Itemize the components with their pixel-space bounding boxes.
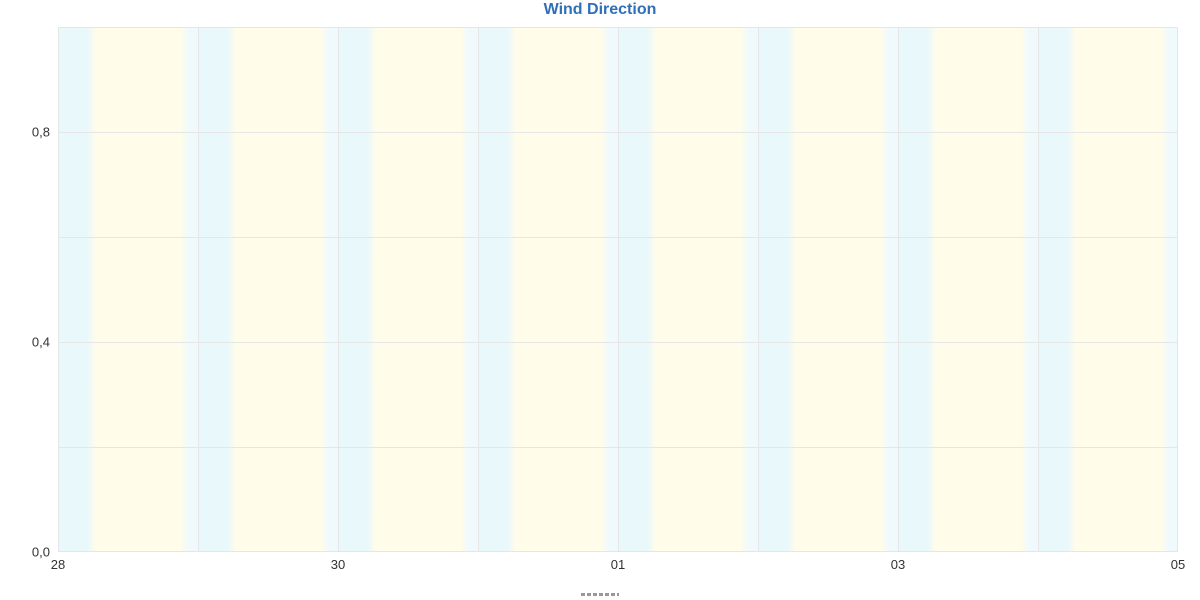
vertical-gridline: [1177, 27, 1178, 552]
plot-area: [58, 27, 1178, 552]
day-night-band: [58, 27, 198, 552]
x-axis-tick-label: 01: [610, 557, 626, 572]
vertical-gridline: [58, 27, 59, 552]
vertical-gridline: [198, 27, 199, 552]
y-axis-labels: 0,0 0,4 0,8: [0, 27, 50, 560]
day-night-band: [618, 27, 758, 552]
horizontal-gridline: [58, 551, 1178, 552]
x-axis-tick-label: 03: [890, 557, 906, 572]
x-axis-tick-label: 05: [1170, 557, 1186, 572]
vertical-gridline: [758, 27, 759, 552]
y-axis-tick-label: 0,8: [31, 124, 50, 140]
vertical-gridline: [1038, 27, 1039, 552]
horizontal-gridline: [58, 342, 1178, 343]
vertical-gridline: [478, 27, 479, 552]
legend[interactable]: [581, 593, 619, 596]
horizontal-gridline: [58, 237, 1178, 238]
x-axis-tick-label: 30: [330, 557, 346, 572]
horizontal-gridline: [58, 27, 1178, 28]
day-night-band: [898, 27, 1038, 552]
horizontal-gridline: [58, 447, 1178, 448]
gridlines: [58, 27, 1178, 552]
horizontal-gridline: [58, 132, 1178, 133]
day-night-band: [758, 27, 898, 552]
x-axis-labels: 28 30 01 03 05: [51, 557, 1185, 575]
x-axis-tick-label: 28: [50, 557, 66, 572]
legend-dashed-line-icon: [581, 593, 619, 596]
vertical-gridline: [618, 27, 619, 552]
vertical-gridline: [898, 27, 899, 552]
day-night-bands: [58, 27, 1178, 552]
y-axis-tick-label: 0,4: [31, 334, 50, 350]
day-night-band: [198, 27, 338, 552]
vertical-gridline: [338, 27, 339, 552]
day-night-band: [1038, 27, 1178, 552]
day-night-band: [478, 27, 618, 552]
y-axis-tick-label: 0,0: [31, 544, 50, 560]
chart-title: Wind Direction: [543, 1, 657, 18]
day-night-band: [338, 27, 478, 552]
